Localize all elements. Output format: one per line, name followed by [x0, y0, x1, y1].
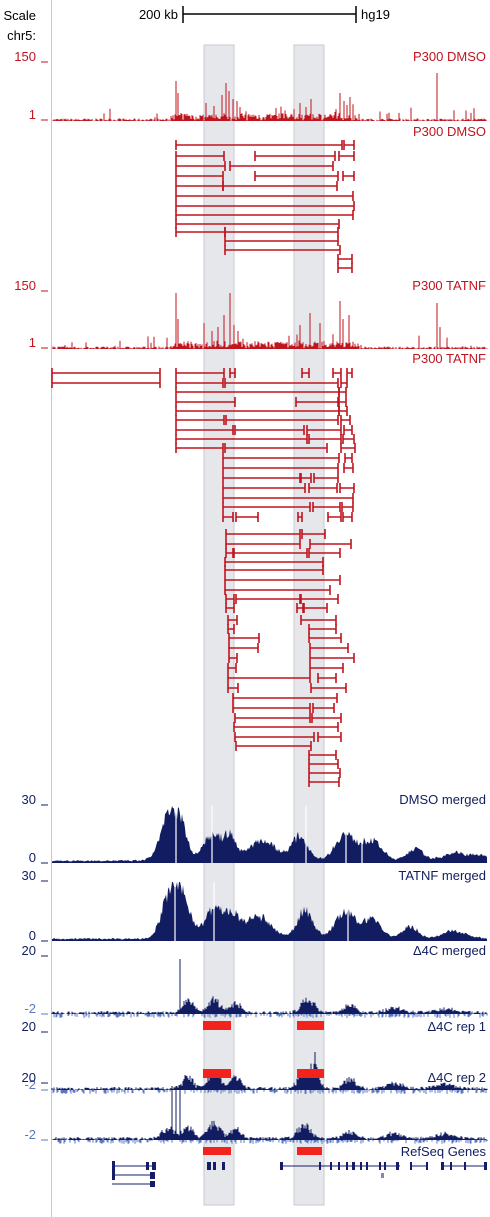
d4c-rep2-label: Δ4C rep 2	[427, 1070, 486, 1085]
dmso-merged-label: DMSO merged	[399, 792, 486, 807]
scale-bar	[182, 6, 357, 23]
bottom-bed-features	[203, 1147, 322, 1155]
d4c-rep2-track	[51, 1086, 488, 1144]
tatnf-merged-track	[52, 882, 487, 941]
d4c-merged-ymax: 20	[22, 943, 36, 958]
assembly-label: hg19	[361, 7, 390, 22]
p300-tatnf-signal-label: P300 TATNF	[412, 278, 486, 293]
refseq-genes-label: RefSeq Genes	[401, 1144, 487, 1159]
tatnf-merged-label: TATNF merged	[398, 868, 486, 883]
tatnf-merged-ymin: 0	[29, 928, 36, 943]
d4c-rep1-ymax: 20	[22, 1019, 36, 1034]
p300-dmso-signal-track	[52, 73, 488, 121]
d4c-rep2-ymax: 20	[22, 1070, 36, 1085]
d4c-rep2-bed-features	[203, 1069, 324, 1078]
d4c-rep1-bed-features	[203, 1021, 324, 1030]
highlight-region-1	[203, 44, 235, 1206]
dmso-merged-ymax: 30	[22, 792, 36, 807]
p300-tatnf-ymax: 150	[14, 278, 36, 293]
p300-tatnf-loops-track	[51, 368, 356, 787]
dmso-merged-track	[52, 806, 487, 863]
refseq-genes-track	[112, 1161, 487, 1187]
d4c-rep1-ymin: -2	[24, 1077, 36, 1092]
p300-tatnf-ymin: 1	[29, 335, 36, 350]
d4c-rep2-ymin: -2	[24, 1127, 36, 1142]
p300-dmso-signal-label: P300 DMSO	[413, 49, 486, 64]
p300-dmso-ymin: 1	[29, 107, 36, 122]
dmso-merged-ymin: 0	[29, 850, 36, 865]
p300-dmso-ymax: 150	[14, 49, 36, 64]
d4c-rep1-label: Δ4C rep 1	[427, 1019, 486, 1034]
p300-tatnf-loops-label: P300 TATNF	[412, 351, 486, 366]
d4c-merged-ymin: -2	[24, 1001, 36, 1016]
d4c-merged-track	[51, 959, 488, 1018]
d4c-rep1-track	[51, 1052, 488, 1094]
p300-dmso-loops-track	[175, 140, 355, 273]
p300-tatnf-signal-track	[51, 293, 488, 349]
scale-label: Scale	[3, 8, 36, 23]
d4c-merged-label: Δ4C merged	[413, 943, 486, 958]
p300-dmso-loops-label: P300 DMSO	[413, 124, 486, 139]
scale-bar-label: 200 kb	[139, 7, 178, 22]
chrom-label: chr5:	[7, 28, 36, 43]
tatnf-merged-ymax: 30	[22, 868, 36, 883]
